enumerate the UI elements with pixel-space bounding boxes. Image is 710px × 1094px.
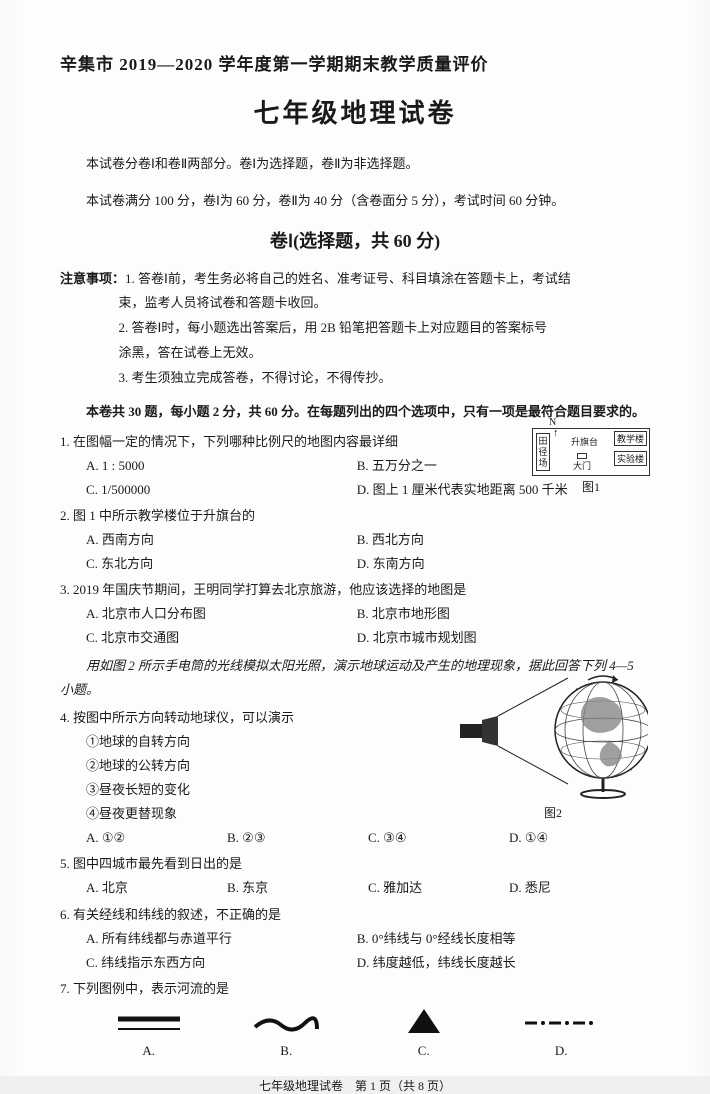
q6-opt-c: C. 纬线指示东西方向	[86, 951, 357, 975]
notice-1b: 束，监考人员将试卷和答题卡收回。	[60, 291, 650, 316]
q5-opt-b: B. 东京	[227, 876, 368, 900]
q4-opt-c: C. ③④	[368, 826, 509, 850]
q1-stem: 1. 在图幅一定的情况下，下列哪种比例尺的地图内容最详细	[60, 430, 650, 454]
q7-opt-b: B.	[280, 1043, 292, 1058]
q3-stem: 3. 2019 年国庆节期间，王明同学打算去北京旅游，他应该选择的地图是	[60, 578, 650, 602]
q2-opt-c: C. 东北方向	[86, 552, 357, 576]
question-7: 7. 下列图例中，表示河流的是 A. B. C.	[60, 977, 650, 1063]
intro-line-2: 本试卷满分 100 分，卷Ⅰ为 60 分，卷Ⅱ为 40 分（含卷面分 5 分），…	[60, 189, 650, 212]
q7-opt-a: A.	[142, 1043, 155, 1058]
q1-opt-b: B. 五万分之一	[357, 454, 628, 478]
q4-item-2: ②地球的公转方向	[86, 754, 650, 778]
q4-opt-b: B. ②③	[227, 826, 368, 850]
q5-opt-c: C. 雅加达	[368, 876, 509, 900]
legend-road-icon	[114, 1011, 184, 1035]
exam-page: 辛集市 2019—2020 学年度第一学期期末教学质量评价 七年级地理试卷 本试…	[0, 0, 710, 1076]
question-1: 1. 在图幅一定的情况下，下列哪种比例尺的地图内容最详细 A. 1 : 5000…	[60, 430, 650, 502]
question-2: 2. 图 1 中所示教学楼位于升旗台的 A. 西南方向 B. 西北方向 C. 东…	[60, 504, 650, 576]
intro-line-1: 本试卷分卷Ⅰ和卷Ⅱ两部分。卷Ⅰ为选择题，卷Ⅱ为非选择题。	[60, 152, 650, 175]
page-footer: 七年级地理试卷 第 1 页（共 8 页）	[60, 1077, 650, 1094]
q2-opt-a: A. 西南方向	[86, 528, 357, 552]
q7-opt-a-block: A.	[88, 1011, 209, 1063]
q5-opt-d: D. 悉尼	[509, 876, 650, 900]
q1-opt-c: C. 1/500000	[86, 478, 357, 502]
notice-1a: 1. 答卷Ⅰ前，考生务必将自己的姓名、准考证号、科目填涂在答题卡上，考试结	[125, 267, 650, 292]
q6-opt-b: B. 0°纬线与 0°经线长度相等	[357, 927, 628, 951]
q4-item-3: ③昼夜长短的变化	[86, 778, 650, 802]
q3-opt-b: B. 北京市地形图	[357, 602, 628, 626]
q7-opt-d-block: D.	[501, 1011, 622, 1063]
q7-opt-c-block: C.	[363, 1007, 484, 1063]
legend-peak-icon	[404, 1007, 444, 1035]
legend-river-icon	[251, 1011, 321, 1035]
legend-boundary-icon	[521, 1011, 601, 1035]
q7-stem: 7. 下列图例中，表示河流的是	[60, 977, 650, 1001]
q4-opt-d: D. ①④	[509, 826, 650, 850]
question-6: 6. 有关经线和纬线的叙述，不正确的是 A. 所有纬线都与赤道平行 B. 0°纬…	[60, 903, 650, 975]
question-5: 5. 图中四城市最先看到日出的是 A. 北京 B. 东京 C. 雅加达 D. 悉…	[60, 852, 650, 900]
q1-opt-d: D. 图上 1 厘米代表实地距离 500 千米	[357, 478, 628, 502]
q4-stem: 4. 按图中所示方向转动地球仪，可以演示	[60, 706, 650, 730]
q2-opt-b: B. 西北方向	[357, 528, 628, 552]
notice-2b: 涂黑，答在试卷上无效。	[60, 341, 650, 366]
q3-opt-d: D. 北京市城市规划图	[357, 626, 628, 650]
q6-opt-a: A. 所有纬线都与赤道平行	[86, 927, 357, 951]
question-4: 4. 按图中所示方向转动地球仪，可以演示 ①地球的自转方向 ②地球的公转方向 ③…	[60, 706, 650, 850]
q5-opt-a: A. 北京	[86, 876, 227, 900]
q4-item-1: ①地球的自转方向	[86, 730, 650, 754]
header-line: 辛集市 2019—2020 学年度第一学期期末教学质量评价	[60, 50, 650, 75]
q6-opt-d: D. 纬度越低，纬线长度越长	[357, 951, 628, 975]
q7-opt-c: C.	[418, 1043, 430, 1058]
q3-opt-a: A. 北京市人口分布图	[86, 602, 357, 626]
notice-label: 注意事项：	[60, 267, 125, 292]
section-title: 卷Ⅰ(选择题，共 60 分)	[60, 227, 650, 253]
q5-stem: 5. 图中四城市最先看到日出的是	[60, 852, 650, 876]
rubric: 本卷共 30 题，每小题 2 分，共 60 分。在每题列出的四个选项中，只有一项…	[60, 400, 650, 423]
q7-opt-b-block: B.	[226, 1011, 347, 1063]
exam-title: 七年级地理试卷	[60, 93, 650, 130]
q2-stem: 2. 图 1 中所示教学楼位于升旗台的	[60, 504, 650, 528]
notice-block: 注意事项： 1. 答卷Ⅰ前，考生务必将自己的姓名、准考证号、科目填涂在答题卡上，…	[60, 267, 650, 390]
notice-2a: 2. 答卷Ⅰ时，每小题选出答案后，用 2B 铅笔把答题卡上对应题目的答案标号	[60, 316, 650, 341]
q2-opt-d: D. 东南方向	[357, 552, 628, 576]
q4-item-4: ④昼夜更替现象	[86, 802, 650, 826]
q7-opt-d: D.	[555, 1043, 568, 1058]
question-3: 3. 2019 年国庆节期间，王明同学打算去北京旅游，他应该选择的地图是 A. …	[60, 578, 650, 650]
q6-stem: 6. 有关经线和纬线的叙述，不正确的是	[60, 903, 650, 927]
notice-3: 3. 考生须独立完成答卷，不得讨论，不得传抄。	[60, 366, 650, 391]
q1-opt-a: A. 1 : 5000	[86, 454, 357, 478]
q3-opt-c: C. 北京市交通图	[86, 626, 357, 650]
q4-opt-a: A. ①②	[86, 826, 227, 850]
